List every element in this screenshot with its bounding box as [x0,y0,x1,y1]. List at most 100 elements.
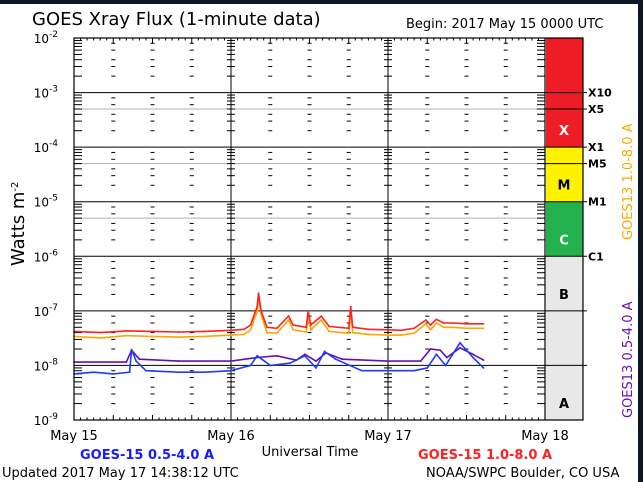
data-point [287,319,290,321]
data-point [347,327,350,330]
y-tick-label: 10-9 [34,412,59,428]
data-point [442,326,445,329]
data-point [435,318,438,321]
y-tick-label: 10-6 [34,248,59,264]
data-point [288,362,291,365]
y-tick-label: 10-4 [34,139,59,155]
data-point [459,341,461,344]
flare-level-label-x5: X5 [588,103,604,116]
data-point [482,327,485,330]
data-point [320,319,323,321]
x-tick-label: May 18 [521,429,569,444]
data-point [249,324,252,326]
top-frame [0,0,643,4]
data-point [351,331,354,334]
data-point [203,330,206,333]
data-point [465,322,468,325]
data-point [315,360,317,363]
flare-level-label-x1: X1 [588,141,604,154]
data-point [243,328,245,331]
data-point [203,371,206,374]
data-point [482,322,485,325]
data-point [425,319,427,321]
data-point [320,315,323,318]
legend-goes13-short: GOES13 0.5-4.0 A [621,301,636,418]
data-point [459,346,461,349]
data-point [125,329,128,332]
data-point [367,333,370,336]
updated-timestamp: Updated 2017 May 17 14:38:12 UTC [2,466,239,481]
data-point [230,369,232,372]
data-point [304,354,306,357]
data-point [439,349,442,352]
data-point [360,369,363,372]
legend-goes15-long: GOES-15 1.0-8.0 A [418,448,552,463]
data-point [419,360,422,363]
data-point [177,331,180,333]
data-point [482,359,485,362]
class-band-label-b: B [559,288,569,303]
plot-frame [73,37,584,421]
y-tick-label: 10-5 [34,194,58,210]
data-point [482,367,485,369]
data-point [413,332,416,335]
data-point [125,334,128,337]
credit-label: NOAA/SWPC Boulder, CO USA [426,466,619,481]
legend-goes13-long: GOES13 1.0-8.0 A [621,123,636,240]
data-point [230,334,232,336]
data-point [429,328,432,331]
data-point [465,327,468,330]
y-tick-label: 10-7 [34,303,58,319]
class-band-m [546,147,583,202]
data-point [435,322,438,324]
data-point [275,327,278,330]
data-point [413,369,416,372]
data-point [230,360,232,363]
y-tick-label: 10-8 [34,357,59,373]
data-point [92,371,95,374]
flare-level-label-m5: M5 [588,158,607,171]
class-band-label-x: X [559,124,569,139]
data-point [400,329,402,332]
data-point [269,364,272,367]
x-axis-label: Universal Time [262,445,359,460]
data-point [275,354,278,357]
data-point [413,327,416,330]
class-band-label-a: A [559,397,569,412]
data-point [328,325,331,328]
data-point [128,371,131,374]
class-band-c [546,201,583,257]
chart-title: GOES Xray Flux (1-minute data) [32,9,321,30]
data-point [323,350,326,353]
data-point [309,324,312,326]
data-point [387,369,389,372]
data-point [112,372,115,375]
flare-level-label-m1: M1 [588,196,607,209]
data-point [452,326,455,329]
data-point [135,360,138,363]
data-point [177,371,180,374]
data-point [266,326,268,329]
data-point [435,353,438,356]
data-point [305,331,308,333]
data-point [429,324,432,326]
data-point [429,348,432,350]
data-point [177,336,180,339]
y-tick-label: 10-3 [34,85,58,101]
data-point [287,315,290,318]
data-point [400,334,402,336]
data-point [425,322,427,325]
data-point [266,331,268,334]
data-point [472,353,474,356]
data-point [130,348,133,351]
data-point [230,329,232,332]
data-point [249,364,252,367]
data-point [125,361,128,364]
data-point [309,328,312,331]
data-point [260,309,262,312]
x-tick-label: May 16 [207,429,255,444]
data-point [292,324,295,326]
data-point [444,364,447,367]
data-point [292,328,295,331]
